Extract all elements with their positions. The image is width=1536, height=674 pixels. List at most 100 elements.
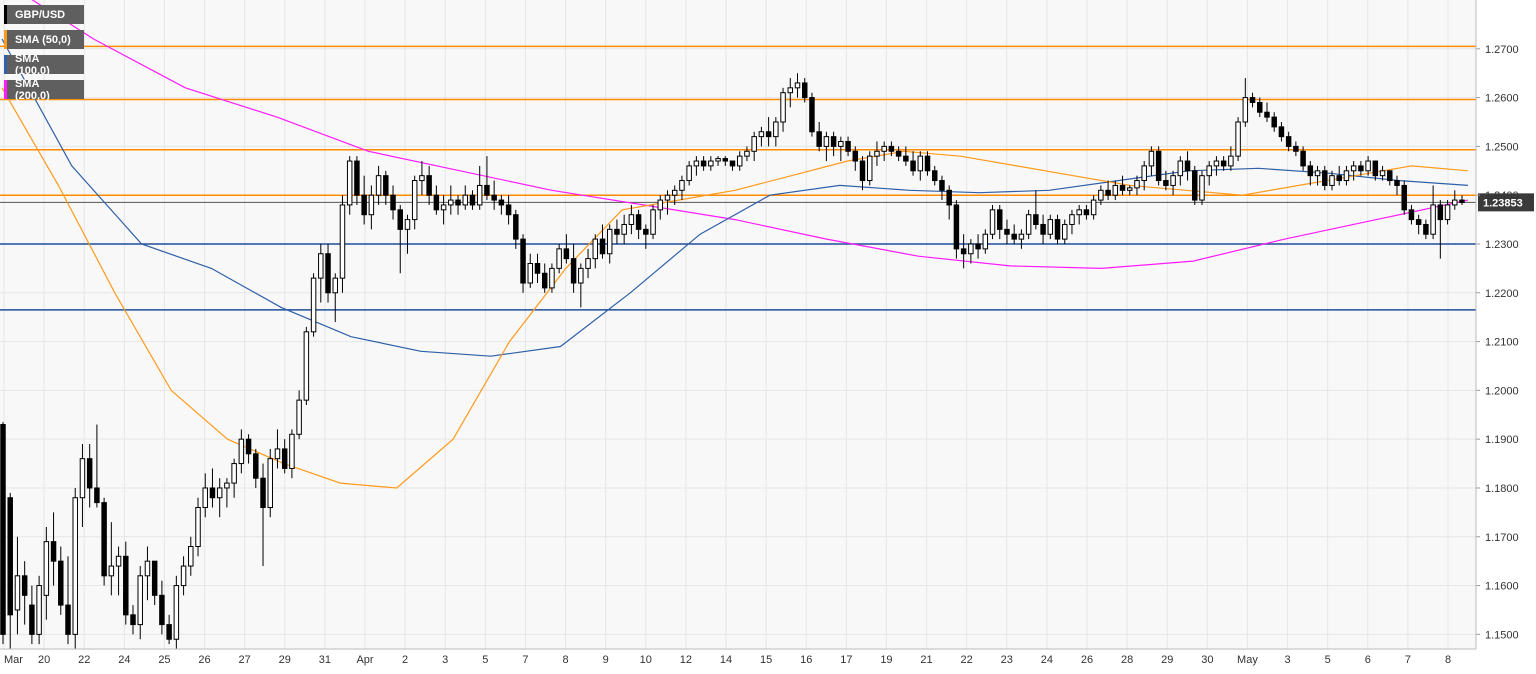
candle bbox=[390, 185, 396, 220]
candle-body-up bbox=[1430, 204, 1436, 235]
candle-body-up bbox=[1235, 121, 1241, 157]
x-tick-label: 9 bbox=[603, 654, 609, 666]
candle bbox=[1285, 131, 1292, 152]
candle bbox=[1293, 141, 1299, 157]
candle-body-up bbox=[650, 209, 656, 235]
candle-body-up bbox=[751, 136, 757, 152]
candle-body-down bbox=[1322, 170, 1328, 186]
candle bbox=[411, 175, 418, 230]
candle bbox=[592, 234, 599, 269]
candle-body-down bbox=[513, 214, 519, 240]
legend-sma-50[interactable]: SMA (50,0) bbox=[4, 30, 84, 49]
candle bbox=[744, 146, 750, 162]
candle-body-down bbox=[859, 160, 866, 182]
candle bbox=[1415, 214, 1422, 235]
candle bbox=[296, 390, 302, 440]
candle-body-down bbox=[1004, 228, 1010, 235]
candle-body-up bbox=[693, 160, 700, 167]
candle-body-up bbox=[404, 219, 411, 230]
candle-body-up bbox=[1069, 214, 1075, 225]
candle bbox=[801, 78, 808, 103]
candle bbox=[903, 146, 909, 166]
candle bbox=[939, 175, 945, 201]
candle-body-up bbox=[664, 194, 671, 201]
candle bbox=[253, 448, 259, 488]
candle-body-down bbox=[354, 160, 360, 196]
legend-sma-100[interactable]: SMA (100,0) bbox=[4, 52, 84, 77]
candle bbox=[722, 156, 729, 166]
candle bbox=[173, 575, 180, 649]
candle bbox=[1423, 219, 1429, 240]
candle-body-down bbox=[729, 160, 736, 167]
candle-body-up bbox=[881, 145, 887, 152]
candle bbox=[1350, 161, 1357, 181]
candle bbox=[1148, 146, 1155, 176]
x-tick-label: 15 bbox=[760, 654, 772, 666]
candle bbox=[635, 209, 642, 240]
legend-gbpusd[interactable]: GBP/USD bbox=[4, 5, 84, 24]
candle-body-down bbox=[58, 560, 64, 606]
candle bbox=[932, 165, 938, 186]
candle bbox=[1011, 224, 1017, 244]
candle bbox=[231, 458, 237, 498]
candle-body-down bbox=[1387, 170, 1393, 182]
candle-body-up bbox=[476, 184, 483, 206]
candle bbox=[1379, 165, 1386, 181]
candle-body-down bbox=[245, 438, 252, 455]
candle bbox=[794, 73, 801, 98]
candle-body-up bbox=[1452, 199, 1458, 206]
candle-body-up bbox=[592, 238, 599, 260]
candle-body-up bbox=[780, 92, 786, 123]
candle-body-down bbox=[1401, 184, 1407, 211]
legend-label: SMA (100,0) bbox=[14, 52, 50, 77]
candle bbox=[1307, 161, 1314, 186]
x-tick-label: 22 bbox=[78, 654, 90, 666]
candle-body-up bbox=[773, 121, 779, 138]
candle-body-down bbox=[635, 214, 642, 230]
candle bbox=[0, 422, 6, 645]
candle-body-up bbox=[1379, 170, 1386, 177]
candle-body-up bbox=[14, 575, 21, 611]
candle bbox=[736, 151, 743, 171]
candle-body-down bbox=[888, 145, 895, 152]
candle bbox=[1228, 146, 1234, 171]
x-tick-label: 16 bbox=[800, 654, 812, 666]
candle bbox=[578, 263, 584, 308]
candle-body-down bbox=[520, 238, 526, 284]
candle-body-down bbox=[1408, 209, 1415, 221]
x-tick-label: 21 bbox=[920, 654, 932, 666]
legend-label: GBP/USD bbox=[15, 8, 66, 21]
candle bbox=[1163, 170, 1169, 191]
candle bbox=[491, 180, 497, 210]
candle-body-down bbox=[643, 228, 649, 235]
candle bbox=[1054, 214, 1061, 244]
candles bbox=[0, 73, 1465, 649]
candle bbox=[874, 141, 880, 166]
candle bbox=[58, 546, 64, 615]
candle bbox=[1047, 214, 1054, 240]
candle-body-up bbox=[1047, 219, 1054, 235]
candle bbox=[527, 253, 534, 288]
candle bbox=[440, 195, 447, 225]
candle bbox=[1127, 185, 1133, 196]
candle-body-down bbox=[1220, 160, 1227, 167]
candle-body-down bbox=[1415, 219, 1422, 225]
candle-body-down bbox=[1271, 116, 1277, 128]
x-tick-label: 29 bbox=[1161, 654, 1173, 666]
y-tick-label: 1.1500 bbox=[1485, 629, 1519, 641]
candle bbox=[1271, 112, 1277, 132]
candle bbox=[1401, 180, 1407, 215]
candle bbox=[1040, 214, 1046, 244]
candle bbox=[1278, 121, 1285, 142]
candle bbox=[823, 131, 830, 162]
legend: GBP/USD SMA (50,0) SMA (100,0) SMA (200,… bbox=[4, 5, 84, 105]
candle bbox=[36, 575, 42, 645]
legend-sma-200[interactable]: SMA (200,0) bbox=[4, 78, 84, 102]
candle-body-down bbox=[570, 258, 577, 284]
candle-body-up bbox=[411, 180, 418, 221]
candle-body-up bbox=[787, 87, 794, 94]
candle-body-down bbox=[1155, 150, 1162, 182]
y-tick-label: 1.1900 bbox=[1485, 434, 1519, 446]
x-tick-label: May bbox=[1237, 654, 1258, 666]
